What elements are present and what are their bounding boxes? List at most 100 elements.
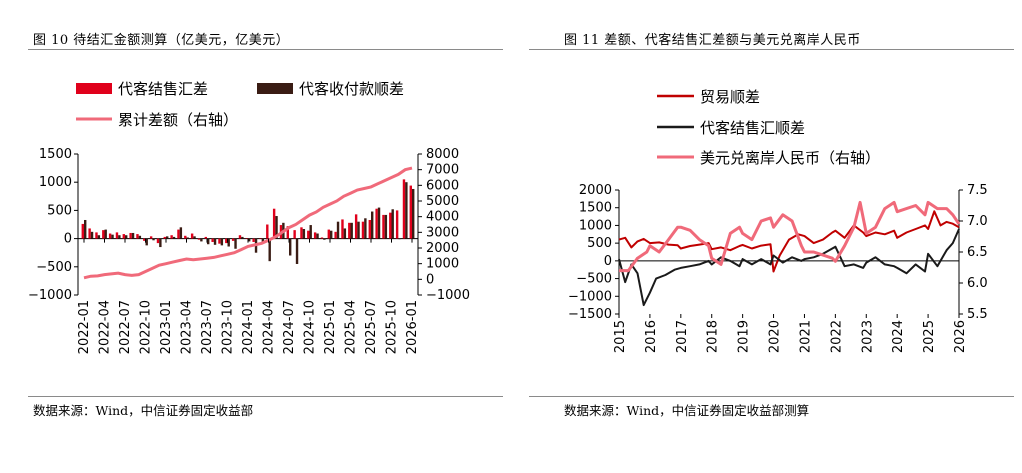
bar-payment-surplus	[220, 238, 224, 246]
bar-fx-settlement	[170, 235, 173, 239]
bar-fx-settlement	[286, 226, 289, 239]
right-tick-label: 0	[426, 272, 434, 287]
bar-payment-surplus	[118, 235, 121, 239]
right-tick-label: 2000	[426, 241, 459, 256]
figure-10-panel: 图 10 待结汇金额测算（亿美元，亿美元） 1500 1000 500 0 −500 −1…	[28, 33, 503, 418]
bar-payment-surplus	[207, 238, 210, 245]
bar-fx-settlement	[136, 234, 139, 239]
bar-fx-settlement	[293, 230, 296, 239]
x-tick-label: 2024-01	[241, 300, 256, 354]
bar-fx-settlement	[348, 222, 351, 239]
x-tick-label: 2023-01	[159, 300, 174, 354]
legend-swatch-fx-settlement	[76, 83, 112, 94]
bar-fx-settlement	[341, 219, 344, 239]
bar-fx-settlement	[81, 223, 84, 239]
bar-payment-surplus	[330, 230, 333, 239]
bar-fx-settlement	[163, 236, 166, 239]
bar-fx-settlement	[211, 238, 214, 242]
bar-payment-surplus	[261, 238, 265, 242]
bar-fx-settlement	[266, 224, 269, 239]
x-tick-label: 2024-04	[262, 300, 277, 354]
bar-payment-surplus	[268, 238, 271, 262]
fx-settlement-line	[618, 228, 960, 307]
bar-fx-settlement	[225, 238, 228, 244]
bar-fx-settlement	[204, 236, 207, 239]
bar-payment-surplus	[248, 238, 251, 242]
x-tick-label: 2022-10	[139, 300, 154, 354]
right-tick-label: 4000	[426, 210, 459, 225]
bar-fx-settlement	[395, 210, 399, 239]
bar-fx-settlement	[129, 232, 132, 239]
right-tick-label: 6000	[426, 178, 459, 193]
x-tick-label: 2022-04	[98, 300, 113, 354]
x-tick-label: 2023-10	[221, 300, 236, 354]
bottom-rule	[529, 396, 1014, 397]
right-tick-label: 5.5	[967, 307, 988, 322]
bar-fx-settlement	[300, 227, 303, 239]
bar-fx-settlement	[197, 238, 201, 240]
bar-payment-surplus	[186, 237, 189, 239]
bar-payment-surplus	[357, 221, 360, 239]
bar-payment-surplus	[179, 227, 183, 239]
bar-payment-surplus	[405, 182, 408, 239]
legend-label: 代客收付款顺差	[299, 80, 404, 98]
bar-fx-settlement	[402, 179, 406, 239]
legend-swatch-payment-surplus	[257, 83, 293, 94]
bar-payment-surplus	[309, 225, 312, 239]
bar-fx-settlement	[354, 214, 358, 239]
x-tick-label: 2022-01	[77, 300, 92, 354]
bar-payment-surplus	[138, 235, 142, 239]
x-tick-label: 2024-10	[303, 300, 318, 354]
bar-fx-settlement	[272, 208, 276, 239]
x-tick-label: 2023-07	[200, 300, 215, 354]
x-tick-label: 2021	[798, 320, 813, 353]
x-tick-label: 2026	[953, 320, 968, 353]
bar-fx-settlement	[108, 233, 112, 239]
bar-payment-surplus	[398, 238, 401, 240]
left-tick-label: −500	[576, 272, 612, 287]
bar-fx-settlement	[313, 232, 317, 239]
bar-fx-settlement	[122, 234, 125, 239]
x-tick-label: 2025-01	[323, 300, 338, 354]
bar-payment-surplus	[90, 231, 94, 239]
bar-fx-settlement	[252, 238, 255, 242]
legend-label: 代客结售汇顺差	[700, 119, 805, 137]
source-note: 数据来源：Wind，中信证券固定收益部测算	[564, 403, 810, 418]
left-tick-label: −500	[36, 260, 72, 275]
cumulative-line	[83, 166, 413, 280]
bar-fx-settlement	[259, 238, 262, 239]
bar-payment-surplus	[323, 238, 326, 240]
bar-payment-surplus	[295, 238, 299, 264]
bar-payment-surplus	[391, 209, 394, 239]
bar-payment-surplus	[213, 238, 217, 245]
bottom-rule	[28, 396, 503, 397]
bar-fx-settlement	[409, 185, 412, 239]
bar-payment-surplus	[166, 236, 169, 239]
bar-fx-settlement	[115, 232, 119, 239]
bar-payment-surplus	[152, 238, 155, 241]
bar-payment-surplus	[200, 238, 203, 242]
x-tick-label: 2025-04	[344, 300, 359, 354]
x-tick-label: 2026-01	[405, 300, 420, 354]
left-tick-label: 1000	[39, 175, 72, 190]
legend-label: 累计差额（右轴）	[118, 111, 238, 129]
left-tick-label: 1000	[579, 218, 612, 233]
right-tick-label: 6.5	[967, 245, 988, 260]
bar-fx-settlement	[361, 221, 365, 239]
bar-fx-settlement	[320, 237, 324, 239]
x-tick-label: 2024-07	[282, 300, 297, 354]
left-tick-label: 1500	[579, 201, 612, 216]
right-tick-label: 7.0	[967, 214, 988, 229]
bar-payment-surplus	[343, 228, 347, 239]
right-tick-label: −1000	[426, 288, 470, 303]
bar-fx-settlement	[307, 230, 310, 239]
left-tick-label: 2000	[579, 183, 612, 198]
bar-payment-surplus	[227, 238, 230, 247]
right-tick-label: 7000	[426, 163, 459, 178]
left-tick-label: −1000	[568, 289, 612, 304]
chart-figure-10: 150010005000−500−10008000700060005000400…	[28, 80, 470, 354]
bar-fx-settlement	[143, 238, 146, 241]
bar-payment-surplus	[336, 221, 340, 239]
left-tick-label: −1000	[28, 288, 72, 303]
bar-fx-settlement	[184, 235, 187, 239]
